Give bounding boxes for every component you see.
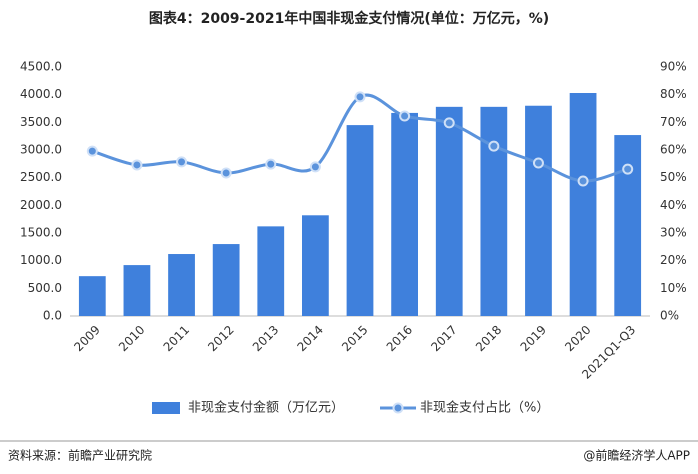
bar <box>569 93 597 316</box>
bar <box>346 125 374 316</box>
bar <box>480 106 508 316</box>
line-marker <box>399 110 411 122</box>
bar <box>391 112 418 316</box>
line-marker <box>488 140 500 152</box>
y-tick-label: 1500.0 <box>20 226 62 240</box>
y-tick-label: 500.0 <box>28 281 62 295</box>
y2-tick-label: 40% <box>660 198 687 212</box>
y2-tick-label: 90% <box>660 60 687 74</box>
y-tick-label: 1000.0 <box>20 253 62 267</box>
x-tick-label: 2020 <box>562 323 593 354</box>
chart-title: 图表4：2009-2021年中国非现金支付情况(单位：万亿元，%) <box>149 10 549 27</box>
bar <box>435 106 463 316</box>
x-tick-label: 2019 <box>518 323 549 354</box>
y-tick-label: 0.0 <box>43 309 62 323</box>
x-tick-label: 2012 <box>205 323 236 354</box>
bar <box>614 135 642 316</box>
line-marker <box>443 117 455 129</box>
x-tick-label: 2014 <box>294 323 325 354</box>
line-marker <box>86 145 98 157</box>
line-marker <box>176 156 188 168</box>
x-tick-label: 2017 <box>428 323 459 354</box>
legend-label: 非现金支付金额（万亿元） <box>188 400 344 416</box>
bar <box>78 276 106 316</box>
credit: @前瞻经济学人APP <box>583 448 690 463</box>
y-tick-label: 4500.0 <box>20 60 62 74</box>
y2-tick-label: 10% <box>660 281 687 295</box>
y2-tick-label: 80% <box>660 87 687 101</box>
y2-tick-label: 70% <box>660 115 687 129</box>
y-tick-label: 3000.0 <box>20 143 62 157</box>
y-tick-label: 3500.0 <box>20 115 62 129</box>
y2-tick-label: 30% <box>660 226 687 240</box>
bar <box>525 105 552 316</box>
line-marker <box>532 157 544 169</box>
y2-tick-label: 20% <box>660 253 687 267</box>
line-marker <box>265 158 277 170</box>
x-tick-label: 2013 <box>250 323 281 354</box>
bar <box>123 265 151 316</box>
x-tick-label: 2015 <box>339 323 370 354</box>
legend-swatch <box>392 402 404 414</box>
line-marker <box>622 163 634 175</box>
legend-label: 非现金支付占比（%） <box>420 400 549 416</box>
x-tick-label: 2009 <box>71 323 102 354</box>
x-tick-label: 2011 <box>161 323 192 354</box>
y2-tick-label: 60% <box>660 143 687 157</box>
x-tick-label: 2016 <box>384 323 415 354</box>
line-marker <box>131 159 143 171</box>
x-tick-label: 2010 <box>116 323 147 354</box>
y2-tick-label: 0% <box>660 309 679 323</box>
bar <box>212 244 240 316</box>
line-marker <box>220 167 232 179</box>
legend-swatch <box>152 402 180 414</box>
source: 资料来源：前瞻产业研究院 <box>8 448 152 463</box>
x-tick-label: 2018 <box>473 323 504 354</box>
bar <box>302 215 329 316</box>
bar <box>168 254 195 316</box>
y-tick-label: 4000.0 <box>20 87 62 101</box>
y2-tick-label: 50% <box>660 170 687 184</box>
line-marker <box>309 161 321 173</box>
line-marker <box>354 91 366 103</box>
bar <box>257 226 285 316</box>
line-marker <box>577 175 589 187</box>
y-tick-label: 2500.0 <box>20 170 62 184</box>
y-tick-label: 2000.0 <box>20 198 62 212</box>
